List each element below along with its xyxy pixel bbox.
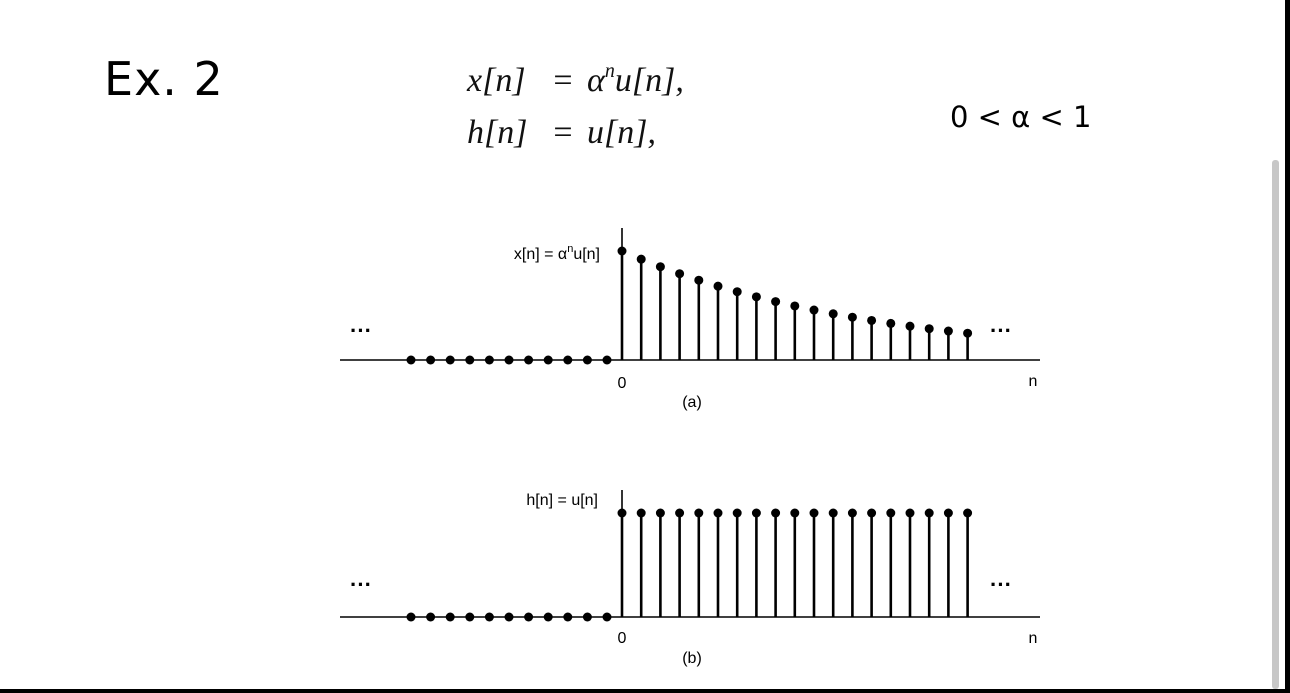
plot-caption: (a) xyxy=(682,394,702,411)
stem-point-negative xyxy=(563,355,573,365)
equation-h-lhs: h[n] xyxy=(467,114,528,151)
equation-h-equals: = xyxy=(553,114,573,151)
signal-label-exponent: n xyxy=(567,243,573,255)
origin-tick-label: 0 xyxy=(618,630,627,647)
stem-point xyxy=(963,328,973,338)
stem-point xyxy=(809,508,819,518)
equation-x-exponent: n xyxy=(604,60,615,82)
stem-point xyxy=(943,326,953,336)
equation-h-rhs: u[n], xyxy=(587,114,656,151)
equation-x-base: α xyxy=(587,62,605,99)
stem-point xyxy=(905,508,915,518)
stem-point xyxy=(713,281,723,291)
left-ellipsis: ··· xyxy=(350,572,372,597)
stem-point xyxy=(617,508,627,518)
stem-point xyxy=(713,508,723,518)
stem-point-negative xyxy=(484,612,494,622)
stem-point xyxy=(847,312,857,322)
stem-point-negative xyxy=(504,612,514,622)
stem-point xyxy=(867,508,877,518)
stem-point xyxy=(847,508,857,518)
stem-plot-b: ··· ··· h[n] = u[n] 0 n (b) xyxy=(340,490,1040,667)
stem-point xyxy=(751,508,761,518)
stem-point xyxy=(924,508,934,518)
stem-point xyxy=(675,508,685,518)
stem-point-negative xyxy=(426,612,436,622)
stem-point-negative xyxy=(445,355,455,365)
stem-point xyxy=(617,246,627,256)
stem-point xyxy=(924,324,934,334)
stem-point xyxy=(751,292,761,302)
signal-label-tail: u[n] xyxy=(573,246,600,263)
stem-point xyxy=(828,508,838,518)
stem-point xyxy=(771,508,781,518)
equation-x-rhs: αnu[n], xyxy=(587,60,684,99)
stem-point xyxy=(963,508,973,518)
stem-point-negative xyxy=(543,612,553,622)
equation-h: h[n] = u[n], xyxy=(467,114,656,152)
equation-x-equals: = xyxy=(553,62,573,99)
right-ellipsis: ··· xyxy=(990,572,1012,597)
stem-point xyxy=(636,508,646,518)
stem-point xyxy=(732,287,742,297)
origin-tick-label: 0 xyxy=(618,375,627,392)
stem-point-negative xyxy=(543,355,553,365)
right-ellipsis: ··· xyxy=(990,318,1012,343)
stem-point xyxy=(790,508,800,518)
stem-point xyxy=(867,315,877,325)
equation-x: x[n] = αnu[n], xyxy=(467,60,684,100)
stem-point xyxy=(675,269,685,279)
stem-point xyxy=(886,318,896,328)
example-title: Ex. 2 xyxy=(104,52,224,106)
stem-point-negative xyxy=(465,612,475,622)
stem-point-negative xyxy=(602,355,612,365)
stem-point-negative xyxy=(524,612,534,622)
stem-point xyxy=(790,301,800,311)
stem-point xyxy=(886,508,896,518)
plot-caption: (b) xyxy=(682,650,702,667)
stem-point xyxy=(905,321,915,331)
left-ellipsis: ··· xyxy=(350,318,372,343)
stem-point-negative xyxy=(582,612,592,622)
signal-label: h[n] = u[n] xyxy=(526,492,598,509)
stem-point xyxy=(771,297,781,307)
stem-point xyxy=(828,309,838,319)
stem-point xyxy=(655,508,665,518)
stem-point xyxy=(809,305,819,315)
stem-point-negative xyxy=(582,355,592,365)
stem-point-negative xyxy=(406,355,416,365)
stem-point xyxy=(655,262,665,272)
stem-point xyxy=(636,254,646,264)
signal-label: x[n] = αnu[n] xyxy=(514,243,600,263)
equation-x-tail: u[n], xyxy=(614,62,684,99)
stem-plot-a: ··· ···x[n] = αnu[n]0 n(a) xyxy=(340,228,1040,411)
alpha-constraint: 0 < α < 1 xyxy=(950,100,1092,134)
stem-point-negative xyxy=(524,355,534,365)
stem-point-negative xyxy=(465,355,475,365)
stem-point-negative xyxy=(563,612,573,622)
stem-point xyxy=(732,508,742,518)
axis-label-n: n xyxy=(1029,630,1038,647)
stem-point-negative xyxy=(602,612,612,622)
signal-label-base: x[n] = α xyxy=(514,246,567,263)
stem-point-negative xyxy=(484,355,494,365)
stem-point-negative xyxy=(445,612,455,622)
scrollbar[interactable] xyxy=(1272,160,1279,689)
equation-x-lhs: x[n] xyxy=(467,62,526,99)
axis-label-n: n xyxy=(1029,373,1038,390)
stem-point xyxy=(694,275,704,285)
stem-point-negative xyxy=(426,355,436,365)
stem-point xyxy=(694,508,704,518)
stem-point-negative xyxy=(406,612,416,622)
stem-point xyxy=(943,508,953,518)
stem-point-negative xyxy=(504,355,514,365)
